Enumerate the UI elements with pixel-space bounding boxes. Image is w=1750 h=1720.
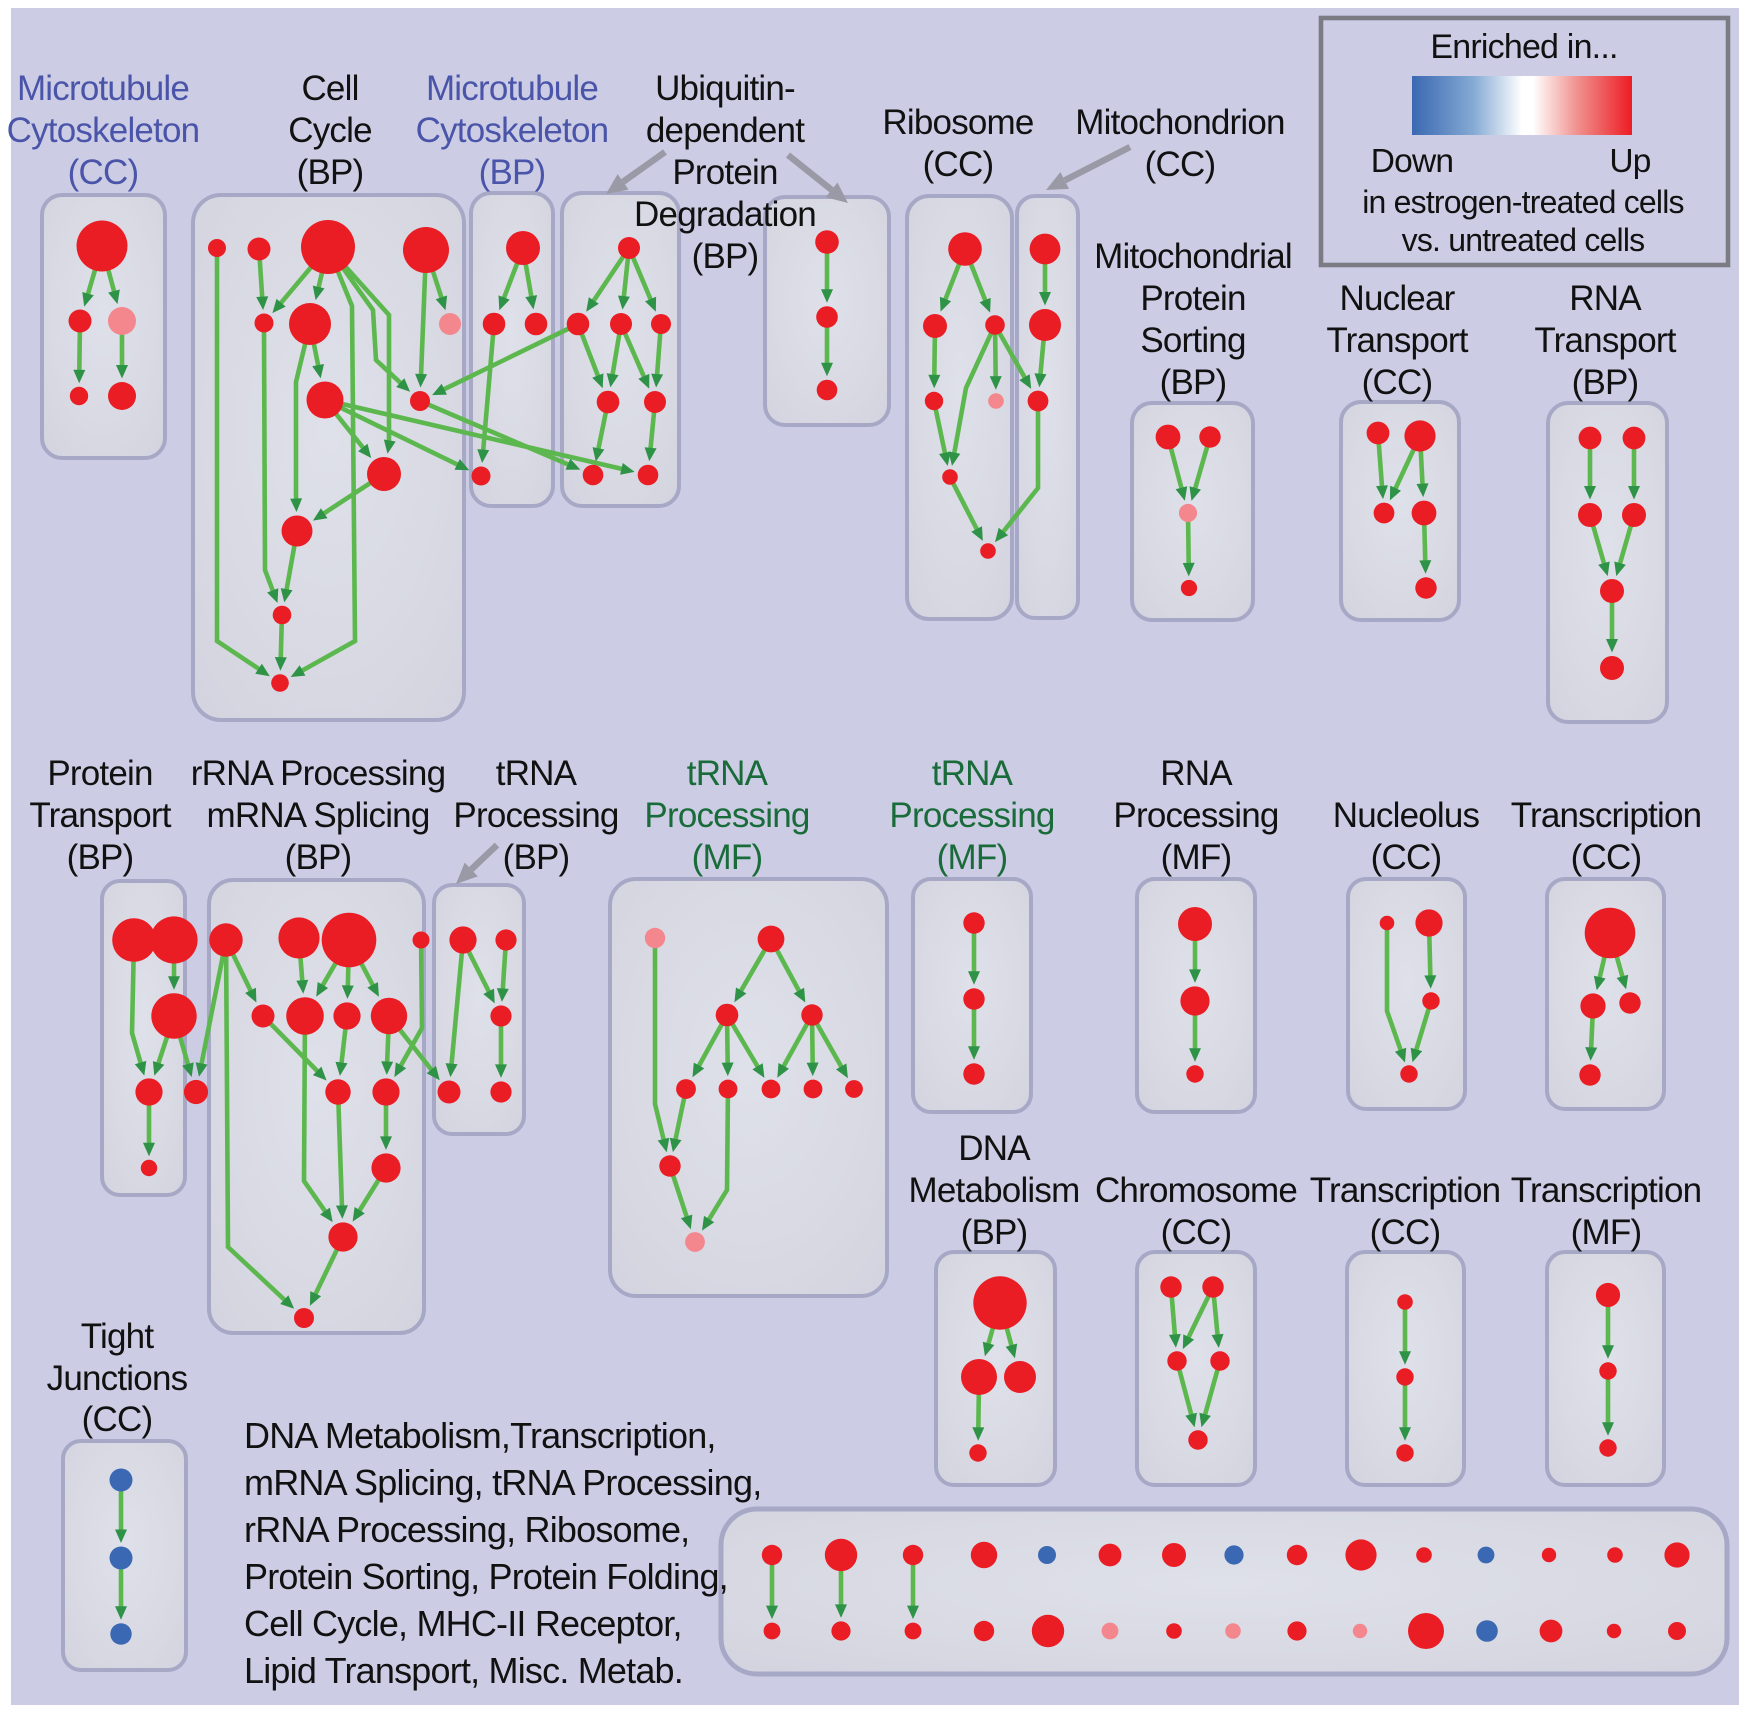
svg-text:Degradation: Degradation bbox=[634, 195, 816, 234]
svg-text:Microtubule: Microtubule bbox=[426, 69, 598, 108]
svg-text:(BP): (BP) bbox=[297, 153, 364, 192]
svg-text:tRNA: tRNA bbox=[687, 754, 769, 793]
svg-text:rRNA Processing, Ribosome,: rRNA Processing, Ribosome, bbox=[244, 1509, 689, 1550]
svg-text:Down: Down bbox=[1371, 143, 1453, 180]
svg-text:Junctions: Junctions bbox=[47, 1359, 188, 1398]
svg-text:(BP): (BP) bbox=[1160, 363, 1227, 402]
svg-text:(BP): (BP) bbox=[67, 838, 134, 877]
svg-text:Transcription: Transcription bbox=[1310, 1171, 1501, 1210]
svg-text:Sorting: Sorting bbox=[1140, 321, 1245, 360]
svg-text:(CC): (CC) bbox=[1571, 838, 1642, 877]
svg-text:Cytoskeleton: Cytoskeleton bbox=[416, 111, 609, 150]
svg-text:(BP): (BP) bbox=[1572, 363, 1639, 402]
svg-text:RNA: RNA bbox=[1569, 279, 1642, 318]
svg-text:(MF): (MF) bbox=[692, 838, 763, 877]
svg-text:Protein: Protein bbox=[47, 754, 152, 793]
svg-text:Cell: Cell bbox=[301, 69, 358, 108]
svg-text:Processing: Processing bbox=[1113, 796, 1278, 835]
svg-text:in estrogen-treated cells: in estrogen-treated cells bbox=[1362, 184, 1684, 220]
svg-text:dependent: dependent bbox=[646, 111, 805, 150]
svg-text:Cell Cycle, MHC-II Receptor,: Cell Cycle, MHC-II Receptor, bbox=[244, 1603, 682, 1644]
svg-text:Transport: Transport bbox=[1534, 321, 1676, 360]
svg-text:Protein: Protein bbox=[1140, 279, 1245, 318]
svg-text:Ubiquitin-: Ubiquitin- bbox=[655, 69, 795, 108]
svg-text:Protein: Protein bbox=[672, 153, 777, 192]
svg-text:(CC): (CC) bbox=[68, 153, 139, 192]
svg-text:(CC): (CC) bbox=[1370, 1213, 1441, 1252]
svg-text:DNA Metabolism,Transcription,: DNA Metabolism,Transcription, bbox=[244, 1415, 716, 1456]
svg-text:(CC): (CC) bbox=[1362, 363, 1433, 402]
svg-text:Protein Sorting, Protein Foldi: Protein Sorting, Protein Folding, bbox=[244, 1556, 728, 1597]
svg-text:Microtubule: Microtubule bbox=[17, 69, 189, 108]
svg-text:(BP): (BP) bbox=[285, 838, 352, 877]
svg-text:Cycle: Cycle bbox=[288, 111, 372, 150]
svg-text:Processing: Processing bbox=[889, 796, 1054, 835]
svg-text:Tight: Tight bbox=[81, 1317, 155, 1356]
svg-text:Mitochondrial: Mitochondrial bbox=[1094, 237, 1292, 276]
svg-text:Chromosome: Chromosome bbox=[1095, 1171, 1297, 1210]
svg-text:(MF): (MF) bbox=[1161, 838, 1232, 877]
svg-text:rRNA Processing: rRNA Processing bbox=[191, 754, 445, 793]
svg-text:Lipid Transport, Misc. Metab.: Lipid Transport, Misc. Metab. bbox=[244, 1650, 683, 1691]
svg-text:DNA: DNA bbox=[958, 1129, 1031, 1168]
svg-text:RNA: RNA bbox=[1160, 754, 1233, 793]
svg-text:Up: Up bbox=[1609, 143, 1650, 180]
svg-text:Nuclear: Nuclear bbox=[1339, 279, 1455, 318]
svg-text:(CC): (CC) bbox=[1161, 1213, 1232, 1252]
svg-text:(MF): (MF) bbox=[937, 838, 1008, 877]
svg-text:Transcription: Transcription bbox=[1511, 1171, 1702, 1210]
svg-text:tRNA: tRNA bbox=[932, 754, 1014, 793]
svg-text:tRNA: tRNA bbox=[496, 754, 578, 793]
svg-text:(BP): (BP) bbox=[479, 153, 546, 192]
svg-text:Ribosome: Ribosome bbox=[882, 103, 1033, 142]
svg-text:(CC): (CC) bbox=[1145, 145, 1216, 184]
svg-text:vs. untreated cells: vs. untreated cells bbox=[1402, 222, 1645, 258]
svg-text:(BP): (BP) bbox=[692, 237, 759, 276]
svg-text:Mitochondrion: Mitochondrion bbox=[1075, 103, 1284, 142]
svg-text:mRNA Splicing: mRNA Splicing bbox=[206, 796, 429, 835]
svg-text:(BP): (BP) bbox=[961, 1213, 1028, 1252]
svg-text:(CC): (CC) bbox=[923, 145, 994, 184]
svg-text:(MF): (MF) bbox=[1571, 1213, 1642, 1252]
svg-text:(BP): (BP) bbox=[503, 838, 570, 877]
svg-text:Cytoskeleton: Cytoskeleton bbox=[7, 111, 200, 150]
svg-text:Processing: Processing bbox=[644, 796, 809, 835]
svg-text:mRNA Splicing, tRNA Processing: mRNA Splicing, tRNA Processing, bbox=[244, 1462, 761, 1503]
svg-text:Enriched in...: Enriched in... bbox=[1430, 28, 1617, 66]
svg-text:Nucleolus: Nucleolus bbox=[1333, 796, 1480, 835]
svg-text:Transcription: Transcription bbox=[1511, 796, 1702, 835]
svg-text:(CC): (CC) bbox=[82, 1400, 153, 1439]
svg-text:Transport: Transport bbox=[29, 796, 171, 835]
svg-text:Transport: Transport bbox=[1326, 321, 1468, 360]
svg-text:Metabolism: Metabolism bbox=[909, 1171, 1080, 1210]
svg-text:(CC): (CC) bbox=[1371, 838, 1442, 877]
svg-text:Processing: Processing bbox=[453, 796, 618, 835]
